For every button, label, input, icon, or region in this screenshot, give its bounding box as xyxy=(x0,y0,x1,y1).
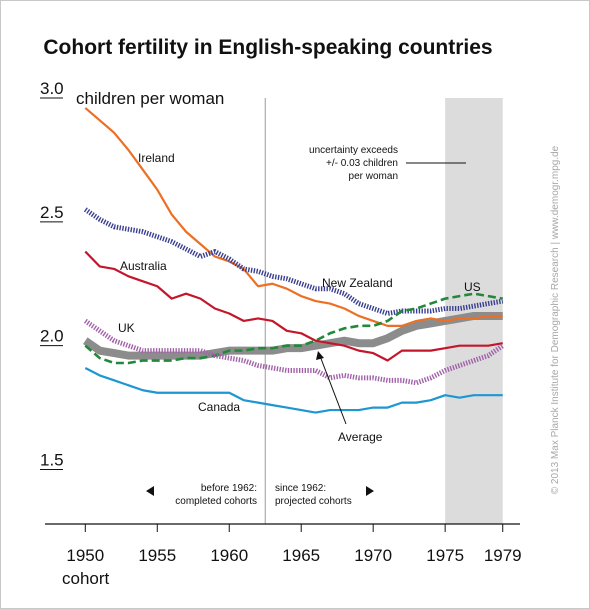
series-line xyxy=(84,292,503,365)
series-label: UK xyxy=(118,321,135,335)
annotation: since 1962: xyxy=(275,483,326,494)
plot-layer xyxy=(83,107,505,414)
series-label: US xyxy=(464,280,481,294)
series-label: New Zealand xyxy=(322,276,393,290)
series-line xyxy=(84,250,503,362)
x-tick-label: 1955 xyxy=(138,546,176,565)
annotation: completed cohorts xyxy=(175,496,257,507)
x-tick-label: 1970 xyxy=(354,546,392,565)
series-line xyxy=(84,107,503,327)
annotation: projected cohorts xyxy=(275,496,352,507)
series-label: Average xyxy=(338,430,383,444)
y-tick-label: 2.5 xyxy=(40,203,64,222)
series-label: Australia xyxy=(120,259,167,273)
x-tick-label: 1960 xyxy=(210,546,248,565)
annotation: +/- 0.03 children xyxy=(326,158,398,169)
series-label: Ireland xyxy=(138,151,175,165)
chart-title: Cohort fertility in English-speaking cou… xyxy=(43,36,492,59)
arrow-right xyxy=(366,486,374,496)
average-pointer xyxy=(319,355,347,425)
series-line xyxy=(83,318,505,386)
annotation: before 1962: xyxy=(201,483,257,494)
x-tick-label: 1965 xyxy=(282,546,320,565)
x-tick-label: 1979 xyxy=(484,546,522,565)
y-tick-label: 2.0 xyxy=(40,327,64,346)
series-label: Canada xyxy=(198,400,240,414)
x-tick-label: 1975 xyxy=(426,546,464,565)
y-tick-label: 1.5 xyxy=(40,451,64,470)
series-line xyxy=(83,311,503,360)
y-tick-label: 3.0 xyxy=(40,79,64,98)
arrow-left xyxy=(146,486,154,496)
series-line xyxy=(83,207,504,316)
credit: © 2013 Max Planck Institute for Demograp… xyxy=(550,145,561,494)
annotation: per woman xyxy=(349,171,398,182)
highlight-region xyxy=(445,98,503,524)
annotation: uncertainty exceeds xyxy=(309,145,398,156)
background-layer: 1950 1955 1960 1965 1970 1975 1979 1.5 2.0 2.5 3.0 xyxy=(40,79,522,565)
x-tick-label: 1950 xyxy=(66,546,104,565)
average-pointer-head xyxy=(316,351,324,360)
y-axis-label: children per woman xyxy=(76,89,224,108)
series-line xyxy=(84,366,503,414)
x-axis-label: cohort xyxy=(62,569,110,588)
